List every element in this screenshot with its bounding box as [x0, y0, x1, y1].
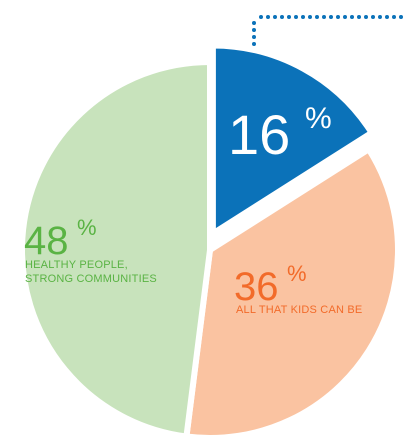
slice-label-all-that-kids-can-be: ALL THAT KIDS CAN BE: [236, 304, 362, 316]
callout-leader-line: [252, 15, 403, 46]
pie-slices: [18, 42, 401, 441]
callout-dot: [392, 15, 396, 19]
callout-dot: [252, 21, 256, 25]
callout-dot: [378, 15, 382, 19]
slice-value-36: 36: [234, 265, 279, 309]
callout-dot: [280, 15, 284, 19]
callout-dot: [315, 15, 319, 19]
callout-dot: [266, 15, 270, 19]
slice-label-healthy-people: HEALTHY PEOPLE,: [25, 259, 128, 271]
callout-dot: [273, 15, 277, 19]
callout-dot: [252, 42, 256, 46]
callout-dot: [399, 15, 403, 19]
callout-dot: [385, 15, 389, 19]
callout-dot: [294, 15, 298, 19]
callout-dot: [364, 15, 368, 19]
callout-dot: [350, 15, 354, 19]
pie-slice-16: [209, 42, 375, 237]
callout-dot: [336, 15, 340, 19]
callout-dot: [343, 15, 347, 19]
pie-slice-36: [183, 146, 401, 441]
callout-dot: [308, 15, 312, 19]
callout-dot: [329, 15, 333, 19]
callout-dot: [259, 15, 263, 19]
callout-dot: [322, 15, 326, 19]
slice-value-48: 48: [24, 219, 69, 263]
callout-dot: [371, 15, 375, 19]
slice-percent-sign-48: %: [77, 215, 97, 240]
callout-dot: [252, 28, 256, 32]
slice-percent-sign-16: %: [305, 102, 332, 135]
callout-dot: [301, 15, 305, 19]
slice-percent-sign-36: %: [287, 261, 307, 286]
callout-dot: [252, 35, 256, 39]
pie-slice-48: [18, 59, 213, 440]
callout-dot: [287, 15, 291, 19]
slice-value-16: 16: [228, 103, 290, 166]
callout-dot: [357, 15, 361, 19]
slice-label-strong-communities: STRONG COMMUNITIES: [25, 273, 157, 285]
